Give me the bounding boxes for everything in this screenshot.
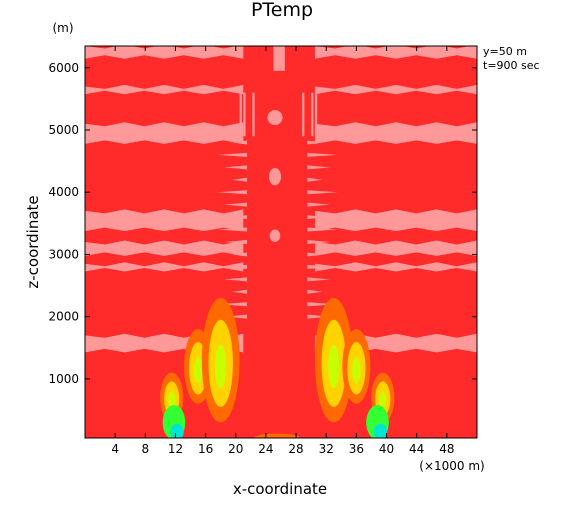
- chart-title: PTemp: [251, 0, 313, 21]
- x-tick-label-12: 12: [168, 442, 183, 456]
- wave-streak-1: [307, 314, 330, 319]
- surface-cyan-1: [373, 423, 388, 438]
- plume-streak-0: [239, 92, 242, 137]
- plume-streak-1: [243, 92, 246, 137]
- y-axis-label: z-coordinate: [24, 195, 42, 288]
- x-tick-label-48: 48: [439, 442, 454, 456]
- band-0-right: [314, 46, 477, 59]
- x-tick-label-36: 36: [349, 442, 364, 456]
- y-tick-label-1000: 1000: [48, 372, 79, 386]
- plume-streak-3: [302, 92, 305, 137]
- wave-streak-14: [216, 227, 248, 232]
- core-1-yellow-green: [193, 357, 203, 384]
- band-4-left: [85, 240, 244, 256]
- x-tick-label-20: 20: [228, 442, 243, 456]
- field-base: [85, 46, 477, 438]
- wave-streak-16: [232, 215, 248, 220]
- band-1-left: [85, 84, 244, 95]
- band-2-left: [85, 122, 244, 144]
- wave-streak-22: [232, 177, 248, 182]
- plume-streak-5: [314, 92, 318, 137]
- wave-streak-21: [307, 190, 338, 195]
- wave-streak-7: [307, 277, 330, 282]
- surface-cyan-0: [170, 423, 184, 438]
- wave-streak-13: [307, 240, 330, 244]
- x-tick-label-32: 32: [319, 442, 334, 456]
- y-unit-label: (m): [52, 21, 73, 35]
- wave-streak-28: [232, 140, 248, 145]
- center-blob-0: [267, 110, 283, 126]
- core-0-yellow-green: [168, 391, 176, 409]
- band-5-left: [85, 262, 244, 272]
- x-tick-label-8: 8: [141, 442, 149, 456]
- band-0-left: [85, 46, 244, 59]
- x-tick-label-44: 44: [409, 442, 424, 456]
- wave-streak-20: [216, 190, 248, 195]
- wave-streak-8: [216, 264, 248, 269]
- annotation-y-position: y=50 m: [483, 45, 527, 58]
- wave-streak-6: [224, 277, 248, 282]
- wave-streak-11: [307, 252, 323, 257]
- center-blob-2: [269, 229, 281, 242]
- x-unit-label: (×1000 m): [419, 459, 484, 473]
- core-2-yellow-green: [215, 344, 227, 389]
- wave-streak-9: [307, 264, 338, 269]
- wave-streak-19: [307, 202, 330, 207]
- band-2-right: [314, 122, 477, 144]
- y-tick-label-2000: 2000: [48, 310, 79, 324]
- wave-streak-26: [216, 152, 248, 157]
- y-tick-label-4000: 4000: [48, 185, 79, 199]
- wave-streak-15: [307, 227, 338, 232]
- wave-streak-10: [232, 252, 248, 257]
- wave-streak-25: [307, 165, 330, 170]
- x-tick-label-4: 4: [111, 442, 119, 456]
- core-3-yellow-green: [328, 344, 340, 389]
- wave-streak-18: [224, 202, 248, 207]
- x-tick-label-28: 28: [288, 442, 303, 456]
- y-tick-label-6000: 6000: [48, 61, 79, 75]
- wave-streak-23: [307, 177, 323, 182]
- wave-streak-29: [307, 140, 323, 145]
- y-tick-label-3000: 3000: [48, 247, 79, 261]
- plume-streak-4: [311, 92, 314, 137]
- core-5-yellow-green: [379, 391, 387, 409]
- x-tick-label-24: 24: [258, 442, 273, 456]
- x-tick-label-40: 40: [379, 442, 394, 456]
- band-1-right: [314, 84, 477, 95]
- wave-streak-24: [224, 165, 248, 170]
- wave-streak-5: [307, 289, 323, 294]
- wave-streak-27: [307, 152, 338, 157]
- wave-streak-0: [224, 314, 248, 319]
- wave-streak-2: [216, 302, 248, 307]
- surface-orange-center: [254, 433, 300, 438]
- x-tick-label-16: 16: [198, 442, 213, 456]
- wave-streak-12: [224, 240, 248, 244]
- wave-streak-4: [232, 289, 248, 294]
- y-tick-label-5000: 5000: [48, 123, 79, 137]
- plume-streak-2: [252, 92, 255, 137]
- top-center-notch: [273, 46, 285, 71]
- band-3-right: [314, 209, 477, 232]
- plot-frame: [84, 45, 478, 439]
- wave-streak-17: [307, 215, 323, 220]
- wave-streak-3: [307, 302, 338, 307]
- annotation-time: t=900 sec: [483, 59, 540, 72]
- band-5-right: [314, 262, 477, 272]
- x-axis-label: x-coordinate: [233, 480, 327, 498]
- core-4-yellow-green: [352, 357, 361, 384]
- band-3-left: [85, 209, 244, 232]
- band-4-right: [314, 240, 477, 256]
- center-blob-1: [268, 167, 281, 186]
